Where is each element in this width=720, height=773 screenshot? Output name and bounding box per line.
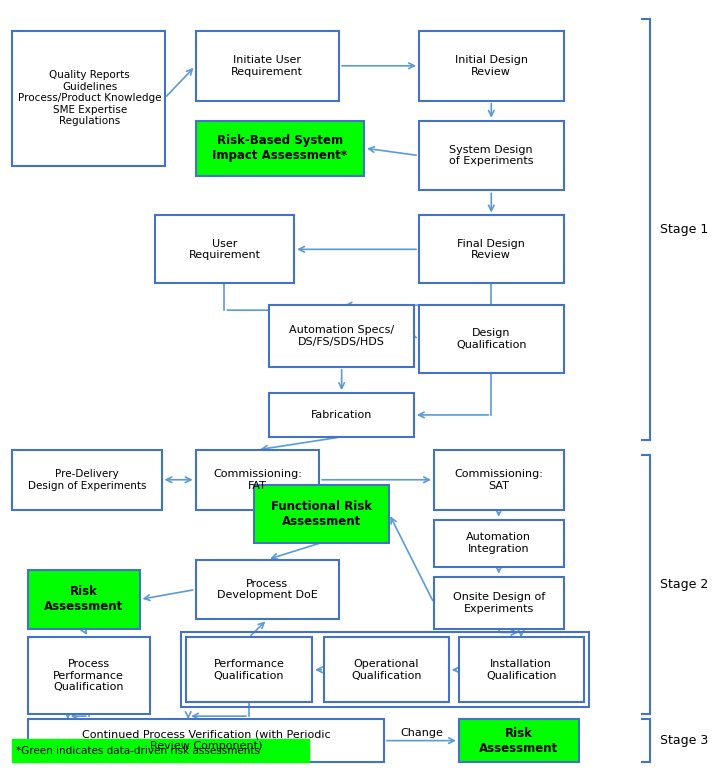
- FancyBboxPatch shape: [28, 570, 140, 629]
- Text: Operational
Qualification: Operational Qualification: [351, 659, 422, 680]
- FancyBboxPatch shape: [12, 450, 161, 509]
- Text: Risk-Based System
Impact Assessment*: Risk-Based System Impact Assessment*: [212, 134, 347, 162]
- FancyBboxPatch shape: [459, 719, 579, 762]
- Text: Automation
Integration: Automation Integration: [467, 533, 531, 554]
- FancyBboxPatch shape: [419, 121, 564, 190]
- Text: Functional Risk
Assessment: Functional Risk Assessment: [271, 499, 372, 528]
- Text: Initiate User
Requirement: Initiate User Requirement: [231, 55, 303, 77]
- FancyBboxPatch shape: [12, 31, 165, 165]
- Text: Stage 2: Stage 2: [660, 578, 708, 591]
- FancyBboxPatch shape: [155, 216, 294, 283]
- Text: Stage 1: Stage 1: [660, 223, 708, 236]
- FancyBboxPatch shape: [324, 638, 449, 702]
- Text: Process
Development DoE: Process Development DoE: [217, 579, 318, 601]
- FancyBboxPatch shape: [434, 450, 564, 509]
- FancyBboxPatch shape: [28, 719, 384, 762]
- FancyBboxPatch shape: [12, 739, 309, 762]
- Text: Commissioning:
SAT: Commissioning: SAT: [454, 469, 543, 491]
- Text: Final Design
Review: Final Design Review: [457, 239, 525, 261]
- Text: Fabrication: Fabrication: [311, 410, 372, 420]
- FancyBboxPatch shape: [196, 31, 339, 100]
- FancyBboxPatch shape: [196, 450, 319, 509]
- FancyBboxPatch shape: [196, 121, 364, 175]
- Text: Pre-Delivery
Design of Experiments: Pre-Delivery Design of Experiments: [27, 469, 146, 491]
- FancyBboxPatch shape: [434, 577, 564, 629]
- Text: Performance
Qualification: Performance Qualification: [213, 659, 284, 680]
- FancyBboxPatch shape: [419, 305, 564, 373]
- Text: Onsite Design of
Experiments: Onsite Design of Experiments: [453, 592, 545, 614]
- FancyBboxPatch shape: [419, 216, 564, 283]
- Text: User
Requirement: User Requirement: [189, 239, 261, 261]
- Text: *Green indicates data-driven risk assessments: *Green indicates data-driven risk assess…: [16, 746, 260, 755]
- FancyBboxPatch shape: [28, 638, 150, 714]
- FancyBboxPatch shape: [419, 31, 564, 100]
- Text: Quality Reports
Guidelines
Process/Product Knowledge
SME Expertise
Regulations: Quality Reports Guidelines Process/Produ…: [18, 70, 161, 127]
- FancyBboxPatch shape: [196, 560, 339, 619]
- FancyBboxPatch shape: [269, 305, 414, 367]
- Text: System Design
of Experiments: System Design of Experiments: [449, 145, 534, 166]
- FancyBboxPatch shape: [254, 485, 389, 543]
- Text: Initial Design
Review: Initial Design Review: [455, 55, 528, 77]
- Text: Change: Change: [400, 727, 443, 737]
- Text: Process
Performance
Qualification: Process Performance Qualification: [53, 659, 125, 693]
- Text: Continued Process Verification (with Periodic
Review Component): Continued Process Verification (with Per…: [81, 730, 330, 751]
- FancyBboxPatch shape: [186, 638, 312, 702]
- Text: Installation
Qualification: Installation Qualification: [486, 659, 557, 680]
- Text: Automation Specs/
DS/FS/SDS/HDS: Automation Specs/ DS/FS/SDS/HDS: [289, 325, 395, 347]
- Text: Stage 3: Stage 3: [660, 734, 708, 747]
- FancyBboxPatch shape: [459, 638, 583, 702]
- Text: Risk
Assessment: Risk Assessment: [44, 585, 123, 614]
- Text: Design
Qualification: Design Qualification: [456, 329, 526, 350]
- FancyBboxPatch shape: [269, 393, 414, 437]
- Text: Risk
Assessment: Risk Assessment: [479, 727, 558, 754]
- FancyBboxPatch shape: [434, 519, 564, 567]
- Text: Commissioning:
FAT: Commissioning: FAT: [213, 469, 302, 491]
